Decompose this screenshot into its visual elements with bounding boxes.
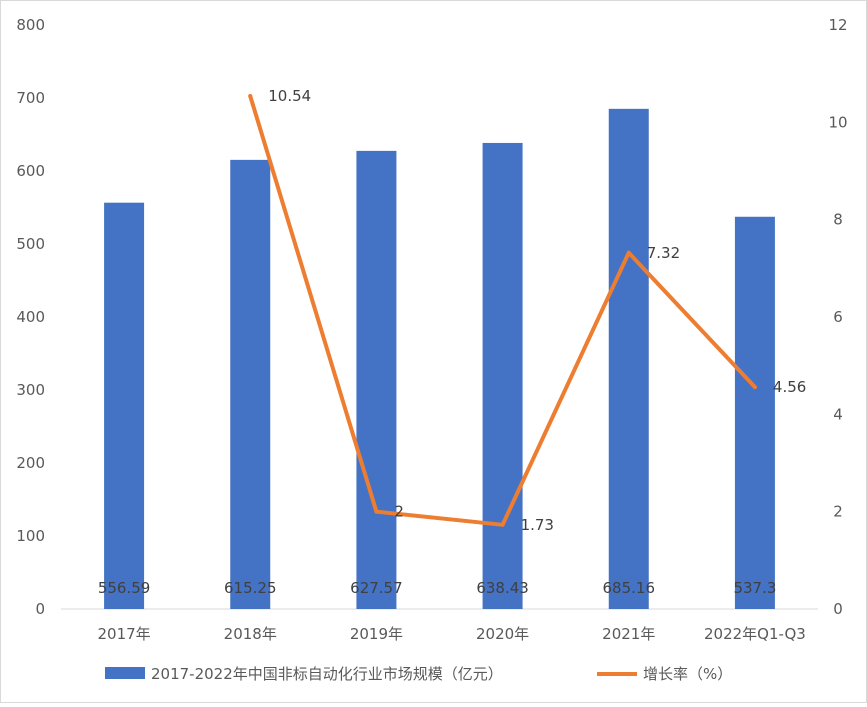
right-tick-label: 10 [828, 113, 847, 131]
bar-value-label: 627.57 [350, 579, 403, 597]
bar [608, 108, 649, 610]
bar [356, 150, 397, 609]
left-tick-label: 500 [16, 235, 45, 253]
line-value-label: 4.56 [773, 378, 806, 396]
legend-bar-swatch [105, 667, 145, 679]
bar [734, 216, 775, 609]
right-tick-label: 0 [833, 600, 843, 618]
right-tick-label: 6 [833, 308, 843, 326]
category-label: 2018年 [224, 625, 277, 643]
right-tick-label: 2 [833, 503, 843, 521]
left-tick-label: 700 [16, 89, 45, 107]
category-label: 2021年 [602, 625, 655, 643]
left-axis-ticks: 0 100 200 300 400 500 600 700 800 [16, 16, 45, 618]
bar [104, 202, 145, 609]
category-labels: 2017年 2018年 2019年 2020年 2021年 2022年Q1-Q3 [97, 625, 805, 643]
right-tick-label: 8 [833, 211, 843, 229]
left-tick-label: 400 [16, 308, 45, 326]
left-tick-label: 0 [35, 600, 45, 618]
line-point [374, 509, 379, 514]
line-point [500, 522, 505, 527]
category-label: 2022年Q1-Q3 [704, 625, 806, 643]
right-tick-label: 12 [828, 16, 847, 34]
line-point [626, 250, 631, 255]
line-value-label: 10.54 [268, 87, 311, 105]
legend-line-label: 增长率（%） [643, 665, 732, 683]
left-tick-label: 200 [16, 454, 45, 472]
category-label: 2020年 [476, 625, 529, 643]
legend-bar-label: 2017-2022年中国非标自动化行业市场规模（亿元） [151, 665, 503, 683]
category-label: 2019年 [350, 625, 403, 643]
left-tick-label: 300 [16, 381, 45, 399]
bar-value-label: 556.59 [98, 579, 151, 597]
right-tick-label: 4 [833, 405, 843, 423]
line-data-labels: 10.54 2 1.73 7.32 4.56 [268, 87, 806, 534]
line-series [248, 94, 757, 527]
bar-value-label: 615.25 [224, 579, 277, 597]
line-value-label: 1.73 [521, 516, 554, 534]
bar-value-label: 638.43 [476, 579, 529, 597]
bar-series [104, 108, 775, 610]
bar [230, 159, 271, 609]
bar [482, 142, 523, 609]
bar-data-labels: 556.59 615.25 627.57 638.43 685.16 537.3 [98, 579, 777, 597]
left-tick-label: 600 [16, 162, 45, 180]
line-value-label: 2 [394, 503, 404, 521]
right-axis-ticks: 0 2 4 6 8 10 12 [828, 16, 847, 618]
line-point [752, 385, 757, 390]
left-tick-label: 100 [16, 527, 45, 545]
bar-value-label: 537.3 [733, 579, 776, 597]
line-value-label: 7.32 [647, 244, 680, 262]
left-tick-label: 800 [16, 16, 45, 34]
legend: 2017-2022年中国非标自动化行业市场规模（亿元） 增长率（%） [105, 665, 732, 683]
category-label: 2017年 [97, 625, 150, 643]
bar-value-label: 685.16 [603, 579, 656, 597]
line-point [248, 94, 253, 99]
